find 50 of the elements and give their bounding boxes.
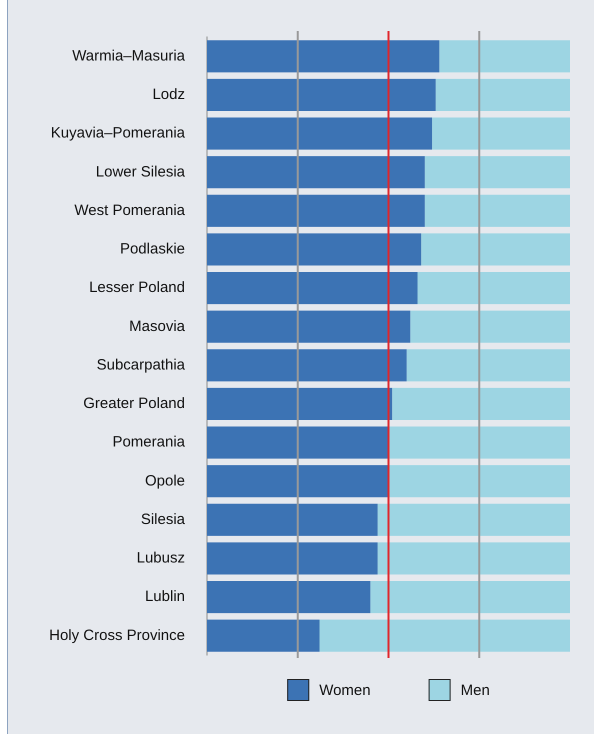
bar [207, 620, 320, 652]
bar [406, 349, 570, 382]
bar [418, 272, 570, 304]
bar [207, 118, 432, 150]
bar [432, 118, 570, 150]
y-tick-label: Kuyavia–Pomerania [50, 124, 186, 142]
bar [207, 156, 425, 188]
y-tick-label: Silesia [140, 510, 186, 528]
y-tick-label: Lublin [144, 588, 185, 606]
bar [207, 465, 388, 498]
bar [207, 233, 422, 266]
bar [392, 388, 570, 420]
bar [378, 504, 570, 536]
y-tick-label: West Pomerania [74, 202, 186, 219]
y-tick-label: Warmia–Masuria [72, 47, 186, 64]
bar [207, 349, 407, 382]
bar [424, 194, 570, 227]
bar [388, 426, 570, 459]
y-tick-label: Lower Silesia [96, 163, 186, 180]
y-tick-label: Opole [144, 472, 185, 490]
legend-label: Women [319, 682, 371, 700]
bar [421, 233, 570, 266]
bar [207, 78, 436, 111]
bar [207, 310, 410, 343]
bar [424, 156, 570, 188]
bar [207, 40, 440, 72]
bar [207, 542, 378, 574]
y-tick-label: Subcarpathia [96, 356, 186, 374]
legend-label: Men [460, 682, 490, 700]
bar [388, 465, 570, 498]
y-tick-label: Masovia [129, 318, 186, 335]
y-tick-label: Holy Cross Province [49, 626, 185, 644]
bar [207, 194, 425, 227]
bar [410, 310, 570, 343]
bar [207, 504, 378, 536]
y-tick-label: Greater Poland [83, 395, 185, 412]
bar [378, 542, 570, 574]
y-tick-label: Pomerania [112, 434, 186, 451]
y-tick-label: Lesser Poland [89, 279, 185, 296]
y-tick-label: Podlaskie [120, 240, 185, 258]
bar [320, 620, 570, 652]
y-tick-label: Lubusz [136, 550, 185, 567]
bar [207, 388, 392, 420]
bar [436, 78, 570, 111]
bar [207, 426, 388, 459]
y-tick-label: Lodz [152, 86, 185, 104]
bar [370, 581, 570, 614]
bar [439, 40, 570, 72]
bar [207, 272, 418, 304]
bar [207, 581, 370, 614]
